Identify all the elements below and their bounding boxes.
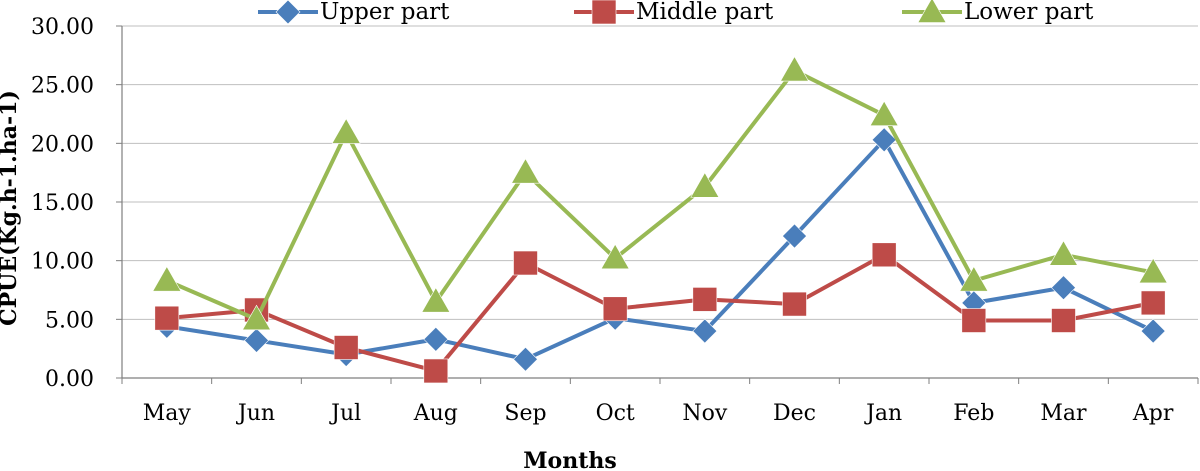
x-tick-label: Jan <box>864 401 902 426</box>
legend-label: Upper part <box>320 0 450 25</box>
data-point <box>869 100 899 126</box>
y-tick-label: 10.00 <box>31 250 94 275</box>
series-middle-part <box>154 242 1166 384</box>
y-tick-label: 5.00 <box>45 308 94 333</box>
series-line <box>166 137 1155 362</box>
data-point <box>421 287 451 313</box>
data-point <box>959 266 989 292</box>
data-point <box>513 346 538 372</box>
series-lower-part <box>152 55 1168 331</box>
y-tick-label: 15.00 <box>31 191 94 216</box>
data-point <box>692 318 718 344</box>
y-tick-label: 0.00 <box>45 367 94 392</box>
x-tick-label: Oct <box>596 401 635 426</box>
data-point <box>600 243 630 270</box>
data-point <box>152 266 182 292</box>
legend-label: Middle part <box>636 0 774 25</box>
data-point <box>423 326 449 352</box>
x-axis-title: Months <box>523 448 617 471</box>
data-point <box>1048 240 1079 266</box>
x-tick-label: Mar <box>1040 401 1087 426</box>
data-point <box>871 242 897 268</box>
series-upper-part <box>154 127 1166 372</box>
legend: Upper part Middle part Lower part <box>258 0 1094 25</box>
data-point <box>331 118 361 144</box>
data-point <box>1138 257 1168 284</box>
x-tick-label: Sep <box>504 401 546 426</box>
x-tick-label: Apr <box>1132 401 1174 426</box>
data-point <box>1051 275 1076 301</box>
y-tick-label: 20.00 <box>31 132 94 157</box>
data-point <box>244 328 269 353</box>
x-tick-label: Aug <box>413 401 458 426</box>
x-tick-label: Dec <box>773 401 816 426</box>
series-line <box>166 68 1154 322</box>
data-point <box>692 287 718 312</box>
data-point <box>1140 290 1166 316</box>
legend-marker <box>917 0 947 23</box>
data-point <box>961 308 987 333</box>
legend-item: Lower part <box>902 0 1094 25</box>
x-tick-label: Feb <box>953 401 994 426</box>
data-point <box>423 358 449 384</box>
data-point <box>1051 308 1076 333</box>
gridlines <box>122 25 1198 320</box>
data-point <box>333 335 359 360</box>
data-point <box>513 250 538 276</box>
data-point <box>782 223 807 249</box>
y-tick-label: 25.00 <box>31 74 94 99</box>
data-point <box>690 172 720 198</box>
x-tick-label: Jul <box>329 401 361 426</box>
legend-item: Upper part <box>258 0 450 25</box>
x-tick-label: Jun <box>236 401 275 426</box>
data-point <box>871 127 897 153</box>
data-point <box>782 291 807 317</box>
y-axis-title: CPUE(Kg.h-1.ha-1) <box>0 90 22 326</box>
x-tick-label: Nov <box>682 401 727 426</box>
series-group <box>152 55 1168 384</box>
data-point <box>510 158 541 184</box>
series-line <box>166 252 1154 373</box>
data-point <box>154 305 180 331</box>
axes: 0.00 5.00 10.00 15.00 20.00 25.00 30.00 May Jun J… <box>31 15 1199 426</box>
legend-marker <box>275 0 301 25</box>
legend-marker <box>591 0 617 25</box>
data-point <box>602 296 628 322</box>
data-point <box>1140 318 1166 344</box>
data-point <box>241 304 272 331</box>
legend-label: Lower part <box>964 0 1094 25</box>
y-tick-label: 30.00 <box>31 15 94 40</box>
x-tick-label: May <box>143 401 192 426</box>
data-point <box>779 55 810 82</box>
legend-item: Middle part <box>574 0 774 25</box>
